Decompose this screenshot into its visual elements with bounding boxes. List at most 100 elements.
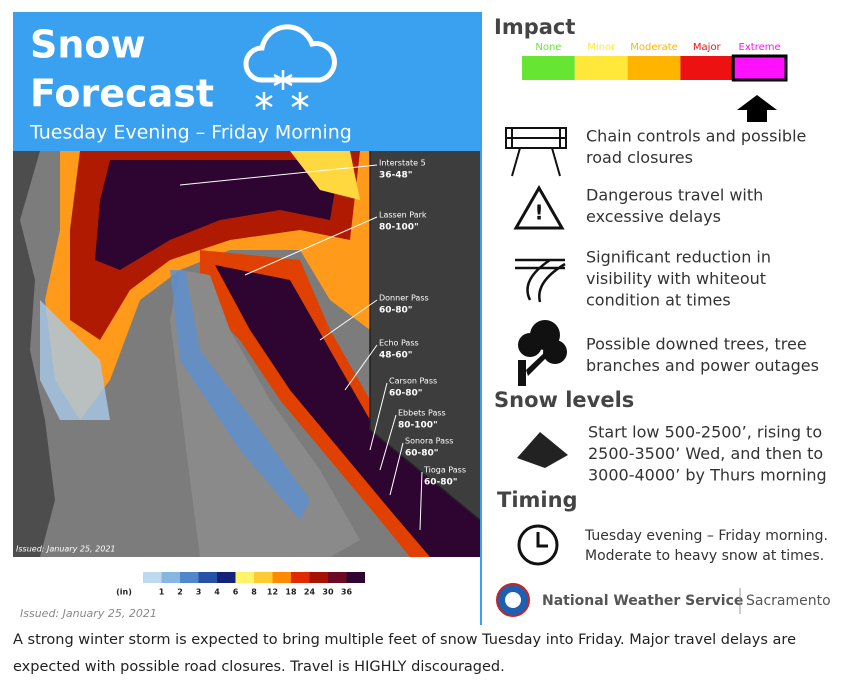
- hazard-text: Dangerous travel with: [586, 186, 763, 205]
- leader-line: [389, 442, 404, 496]
- warning-icon: !: [513, 184, 565, 230]
- leader-line: [179, 164, 378, 186]
- colorbar-swatch: [272, 572, 291, 583]
- subtitle: Tuesday Evening – Friday Morning: [29, 122, 352, 144]
- colorbar-swatch: [235, 572, 254, 583]
- colorbar-unit: (in): [116, 588, 132, 597]
- map-label-name: Lassen Park: [379, 211, 427, 220]
- map-label-amount: 48-60": [379, 351, 412, 361]
- colorbar-tick: 2: [177, 588, 183, 597]
- colorbar-tick: 30: [322, 588, 334, 597]
- impact-label: None: [535, 42, 561, 53]
- timing-text: Moderate to heavy snow at times.: [585, 548, 824, 564]
- hazards: Chain controls and possible road closures…: [586, 127, 819, 376]
- tree-icon: [518, 320, 567, 386]
- map-label-name: Interstate 5: [379, 159, 426, 168]
- whiteout-icon: [515, 258, 566, 303]
- impact-label: Minor: [587, 42, 616, 53]
- hazard-text: branches and power outages: [586, 356, 819, 375]
- hazard-text: condition at times: [586, 291, 731, 310]
- colorbar-tick: 24: [304, 588, 316, 597]
- colorbar-tick: 8: [251, 588, 257, 597]
- hazard-text: Significant reduction in: [586, 248, 771, 267]
- map-label-amount: 36-48": [379, 171, 412, 181]
- map-label-name: Carson Pass: [389, 377, 437, 386]
- hazard-text: road closures: [586, 148, 693, 167]
- snow-level-text: 3000-4000’ by Thurs morning: [588, 466, 827, 485]
- map-label-name: Tioga Pass: [423, 466, 466, 475]
- map-label-name: Sonora Pass: [405, 437, 453, 446]
- colorbar-tick: 18: [285, 588, 297, 597]
- agency: National Weather Service: [542, 593, 743, 609]
- leader-line: [379, 414, 397, 471]
- hazard-text: visibility with whiteout: [586, 269, 766, 288]
- header-bg: [13, 12, 480, 151]
- leader-line: [244, 216, 378, 276]
- mountain-icon: [517, 432, 568, 468]
- colorbar-tick: 12: [267, 588, 278, 597]
- caption-line: expected with possible road closures. Tr…: [13, 659, 505, 675]
- colorbar-swatch: [161, 572, 180, 583]
- impact-level: [731, 54, 788, 82]
- snowflake-icons: [255, 70, 309, 110]
- timing: Tuesday evening – Friday morning. Moderat…: [584, 528, 828, 564]
- impact-level: [627, 56, 681, 80]
- map-label-amount: 60-80": [389, 389, 422, 399]
- impact-level: [574, 56, 628, 80]
- map-label-name: Ebbets Pass: [398, 409, 446, 418]
- cloud-icon: [243, 24, 337, 83]
- snow-level-text: 2500-3500’ Wed, and then to: [588, 444, 823, 463]
- colorbar-tick: 3: [196, 588, 202, 597]
- impact-title: Impact: [494, 15, 575, 39]
- svg-text:!: !: [534, 201, 543, 225]
- map: [13, 151, 481, 557]
- impact-scale: None Minor Moderate Major Extreme: [522, 42, 788, 82]
- office: Sacramento: [746, 593, 831, 609]
- leader-line: [319, 299, 378, 341]
- snow-level-text: Start low 500-2500’, rising to: [588, 423, 822, 442]
- title: Forecast: [30, 72, 214, 116]
- leader-line: [344, 344, 378, 391]
- impact-level: [680, 56, 734, 80]
- hazard-text: Possible downed trees, tree: [586, 335, 807, 354]
- colorbar-swatch: [328, 572, 347, 583]
- snow-levels: Start low 500-2500’, rising to 2500-3500’…: [588, 423, 827, 485]
- colorbar-swatch: [143, 572, 162, 583]
- impact-label: Moderate: [630, 42, 678, 53]
- chain-icon: [505, 127, 567, 177]
- caption: A strong winter storm is expected to bri…: [13, 632, 796, 675]
- map-label-amount: 80-100": [379, 223, 419, 233]
- issued: Issued: January 25, 2021: [20, 607, 157, 620]
- colorbar-swatch: [291, 572, 310, 583]
- colorbar-tick: 6: [233, 588, 239, 597]
- map-labels: Interstate 5 36-48" Lassen Park 80-100" Donn…: [179, 159, 466, 531]
- colorbar-swatch: [217, 572, 236, 583]
- impact-level: [522, 56, 575, 80]
- leader-line: [369, 382, 388, 451]
- impact-label: Extreme: [739, 42, 781, 53]
- colorbar-swatch: [254, 572, 273, 583]
- map-label-amount: 80-100": [398, 421, 438, 431]
- colorbar-swatch: [198, 572, 217, 583]
- timing-text: Tuesday evening – Friday morning.: [584, 528, 828, 544]
- snow-levels-title: Snow levels: [494, 388, 634, 412]
- colorbar-swatch: [180, 572, 199, 583]
- hazard-text: excessive delays: [586, 207, 721, 226]
- map-label-name: Donner Pass: [379, 294, 429, 303]
- leader-line: [419, 471, 423, 531]
- nws-logo: [496, 583, 530, 617]
- clock-icon: [517, 524, 559, 566]
- arrow: [737, 95, 777, 122]
- caption-line: A strong winter storm is expected to bri…: [13, 632, 796, 648]
- colorbar-swatch: [346, 572, 365, 583]
- map-label-amount: 60-80": [424, 478, 457, 488]
- timing-title: Timing: [497, 488, 578, 512]
- impact-label: Major: [693, 42, 722, 53]
- colorbar-swatch: [309, 572, 328, 583]
- map-label-amount: 60-80": [379, 306, 412, 316]
- colorbar-tick: 4: [214, 588, 220, 597]
- colorbar: 1 2 3 4 6 8 12 18 24 30 36: [143, 572, 365, 597]
- map-issued: Issued: January 25, 2021: [16, 545, 116, 554]
- map-label-amount: 60-80": [405, 449, 438, 459]
